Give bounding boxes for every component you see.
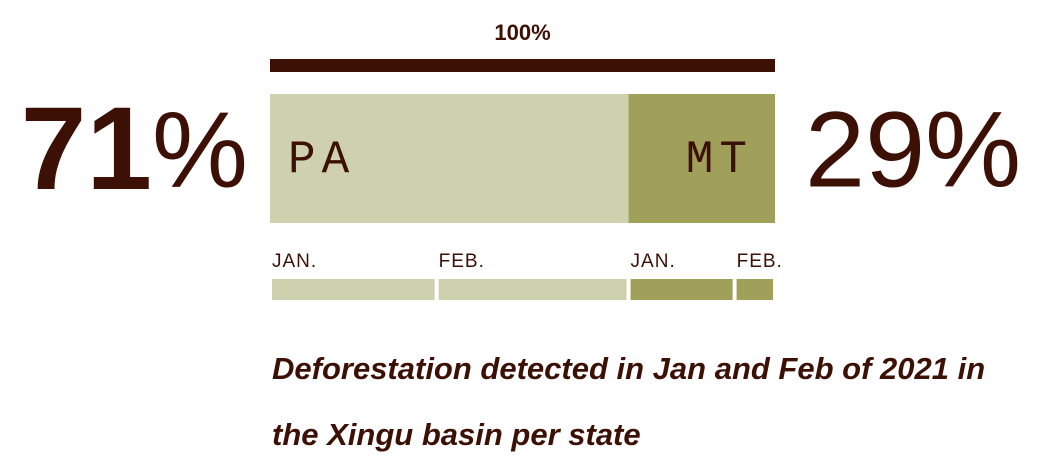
chart: 100% PA 71% JAN. FEB. MT 29% JAN. FEB. — [21, 20, 1021, 300]
month-bar — [438, 279, 627, 300]
bar-segment — [270, 94, 629, 223]
month-label: FEB. — [439, 251, 485, 272]
page: 100% PA 71% JAN. FEB. MT 29% JAN. FEB. Deforesta… — [20, 19, 1022, 452]
chart-title: Deforestation detected in Jan and Feb of… — [272, 351, 986, 452]
month-bar — [736, 279, 773, 300]
month-label: FEB. — [737, 251, 783, 272]
series-name: PA — [288, 134, 355, 186]
month-bar — [630, 279, 733, 300]
value-label: 71% — [21, 83, 248, 215]
month-label: JAN. — [272, 251, 317, 272]
value-label: 29% — [805, 89, 1021, 210]
total-bar — [270, 59, 775, 72]
bar-segment — [628, 94, 775, 223]
month-bar — [272, 279, 435, 300]
month-label: JAN. — [631, 251, 676, 272]
total-label: 100% — [494, 20, 550, 45]
series-name: MT — [686, 134, 753, 186]
